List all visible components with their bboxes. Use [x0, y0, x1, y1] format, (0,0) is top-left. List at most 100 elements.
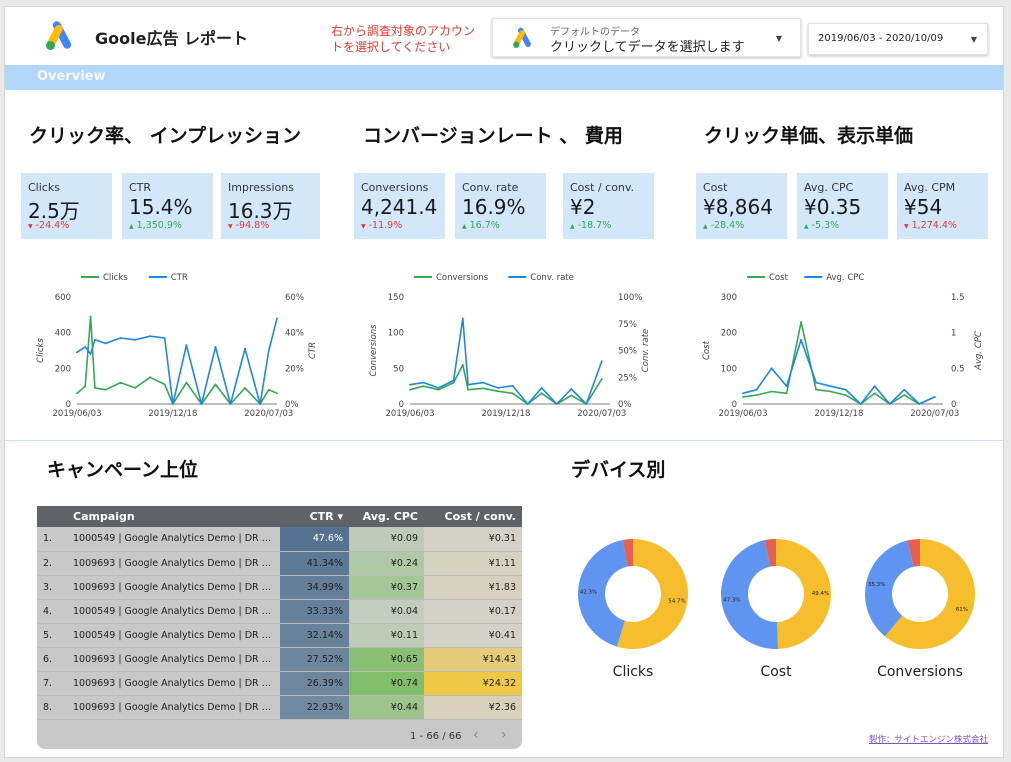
y-tick-right: 50%: [618, 347, 637, 357]
campaign-table: Campaign CTR ▾ Avg. CPC Cost / conv. 1. 1…: [37, 506, 522, 749]
data-point: [84, 385, 87, 388]
slice-label: 61%: [956, 607, 968, 613]
data-point: [600, 378, 603, 380]
cpc-cell: ¥0.04: [349, 599, 424, 624]
slice-label: 42.3%: [580, 590, 597, 596]
row-index: 8.: [37, 695, 67, 720]
cpc-cell: ¥0.09: [349, 527, 424, 552]
data-point: [437, 387, 440, 389]
data-point: [134, 338, 136, 341]
slice-label: 35.3%: [868, 582, 885, 588]
date-range-value: 2019/06/03 - 2020/10/09: [818, 33, 944, 44]
y-tick-right: 1.5: [951, 293, 965, 303]
table-header-index: [37, 506, 67, 527]
y-tick-left: 0: [66, 400, 71, 410]
table-header-cost-conv[interactable]: Cost / conv.: [424, 506, 522, 527]
table-row[interactable]: 4. 1000549 | Google Analytics Demo | DR |…: [37, 599, 522, 624]
table-row[interactable]: 1. 1000549 | Google Analytics Demo | DR |…: [37, 527, 522, 552]
donut-slice: [764, 539, 776, 567]
cpc-cell: ¥0.24: [349, 551, 424, 576]
previous-page-icon[interactable]: ‹: [473, 727, 479, 743]
scorecard-delta: ▲ 1,350.9%: [129, 220, 182, 231]
arrow-up-icon: ▲: [570, 223, 575, 230]
data-point: [185, 381, 188, 384]
table-header-campaign[interactable]: Campaign: [67, 506, 280, 527]
slice-label: 47.3%: [723, 597, 740, 603]
data-point: [84, 346, 87, 348]
data-point: [844, 388, 847, 391]
y-tick-right: 1: [951, 329, 956, 339]
google-ads-logo: [46, 21, 72, 50]
y-tick-right: 60%: [285, 293, 304, 303]
report-header: Goole広告 レポート 右から調査対象のアカウントを選択してください デフォル…: [5, 7, 1003, 65]
data-point: [585, 403, 588, 405]
data-point: [482, 387, 484, 390]
data-point: [496, 390, 499, 393]
series-line-conv-rate: [409, 317, 603, 405]
data-point: [800, 338, 802, 341]
campaign-table-title: キャンペーン上位: [47, 459, 199, 481]
ctr-cell: 47.6%: [280, 527, 349, 552]
campaign-name: 1000549 | Google Analytics Demo | DR | a…: [67, 623, 280, 648]
pagination-text: 1 - 66 / 66: [410, 731, 462, 742]
scorecard-avg-cpm: Avg. CPM ¥54 ▼ 1,274.4%: [897, 173, 988, 239]
data-point: [259, 403, 261, 405]
tab-overview[interactable]: Overview: [37, 69, 106, 84]
data-point: [570, 388, 573, 390]
data-point: [829, 385, 832, 388]
scorecard-delta-value: 16.7%: [469, 220, 500, 231]
cost-conv-cell: ¥0.41: [424, 623, 522, 648]
legend-label: CTR: [171, 273, 188, 283]
row-index: 7.: [37, 671, 67, 696]
section-divider: [5, 440, 1003, 441]
table-row[interactable]: 8. 1009693 | Google Analytics Demo | DR |…: [37, 695, 522, 720]
data-point: [214, 346, 217, 348]
data-point: [540, 392, 543, 395]
donut-slice: [884, 539, 975, 649]
data-point: [815, 388, 817, 391]
scorecard-clicks: Clicks 2.5万 ▼ -24.4%: [21, 173, 112, 239]
chart-legend: Cost Avg. CPC: [747, 273, 864, 283]
data-point: [461, 363, 464, 366]
row-index: 3.: [37, 575, 67, 600]
y-tick-left: 0: [399, 400, 404, 410]
data-point: [918, 403, 921, 405]
scorecard-delta-value: -28.4%: [710, 220, 745, 231]
scorecard-label: Conv. rate: [462, 181, 519, 194]
y-axis-label-left: Conversions: [369, 324, 379, 377]
data-point: [134, 387, 136, 389]
y-tick-right: 100%: [618, 293, 642, 303]
next-page-icon[interactable]: ›: [501, 727, 507, 743]
table-header-ctr[interactable]: CTR ▾: [280, 506, 349, 527]
data-point: [755, 394, 758, 396]
table-row[interactable]: 7. 1009693 | Google Analytics Demo | DR |…: [37, 671, 522, 696]
scorecard-value: ¥0.35: [804, 195, 862, 219]
scorecard-delta-value: 1,274.4%: [911, 220, 957, 231]
table-row[interactable]: 3. 1009693 | Google Analytics Demo | DR |…: [37, 575, 522, 600]
series-line-conversions: [409, 364, 603, 405]
data-point: [214, 383, 217, 386]
x-tick-label: 2020/07/03: [910, 409, 959, 419]
table-row[interactable]: 6. 1009693 | Google Analytics Demo | DR |…: [37, 647, 522, 672]
data-point: [540, 387, 543, 389]
data-point: [461, 317, 464, 320]
page-tab-bar: Overview: [5, 65, 1003, 90]
data-point: [437, 388, 440, 391]
data-source-selector[interactable]: デフォルトのデータ クリックしてデータを選択します ▼: [492, 18, 801, 57]
ctr-cell: 41.34%: [280, 551, 349, 576]
donut-slice: [616, 539, 689, 649]
data-point: [770, 390, 773, 393]
table-row[interactable]: 5. 1000549 | Google Analytics Demo | DR |…: [37, 623, 522, 648]
scorecard-delta: ▲ -28.4%: [703, 220, 744, 231]
data-point: [276, 392, 278, 395]
credit-link[interactable]: 製作：サイトエンジン株式会社: [869, 735, 989, 745]
data-point: [933, 396, 936, 398]
table-body: 1. 1000549 | Google Analytics Demo | DR |…: [37, 527, 522, 720]
table-header-cpc[interactable]: Avg. CPC: [349, 506, 424, 527]
data-point: [452, 379, 455, 382]
date-range-selector[interactable]: 2019/06/03 - 2020/10/09 ▼: [808, 23, 988, 55]
table-row[interactable]: 2. 1009693 | Google Analytics Demo | DR |…: [37, 551, 522, 576]
data-point: [903, 394, 906, 396]
scorecard-value: 4,241.4: [361, 195, 438, 219]
ctr-cell: 33.33%: [280, 599, 349, 624]
